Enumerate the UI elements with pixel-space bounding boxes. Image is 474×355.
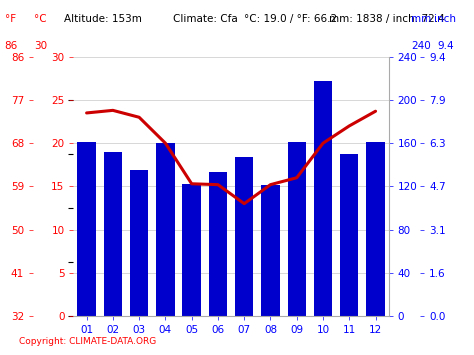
Text: mm: mm — [411, 14, 432, 24]
Bar — [314, 81, 332, 316]
Bar — [288, 142, 306, 316]
Text: °C: 19.0 / °F: 66.2: °C: 19.0 / °F: 66.2 — [244, 14, 337, 24]
Text: Copyright: CLIMATE-DATA.ORG: Copyright: CLIMATE-DATA.ORG — [19, 337, 156, 346]
Bar — [130, 170, 148, 316]
Bar — [209, 172, 227, 316]
Bar — [340, 154, 358, 316]
Text: Altitude: 153m: Altitude: 153m — [64, 14, 142, 24]
Text: 240: 240 — [411, 41, 431, 51]
Text: °C: °C — [34, 14, 47, 24]
Text: °F: °F — [5, 14, 16, 24]
Text: 86: 86 — [5, 41, 18, 51]
Bar — [156, 143, 174, 316]
Text: Climate: Cfa: Climate: Cfa — [173, 14, 238, 24]
Text: mm: 1838 / inch: 72.4: mm: 1838 / inch: 72.4 — [329, 14, 445, 24]
Bar — [261, 185, 280, 316]
Bar — [366, 142, 385, 316]
Text: inch: inch — [434, 14, 456, 24]
Bar — [182, 184, 201, 316]
Text: 9.4: 9.4 — [437, 41, 454, 51]
Bar — [104, 152, 122, 316]
Text: 30: 30 — [34, 41, 47, 51]
Bar — [77, 142, 96, 316]
Bar — [235, 157, 254, 316]
